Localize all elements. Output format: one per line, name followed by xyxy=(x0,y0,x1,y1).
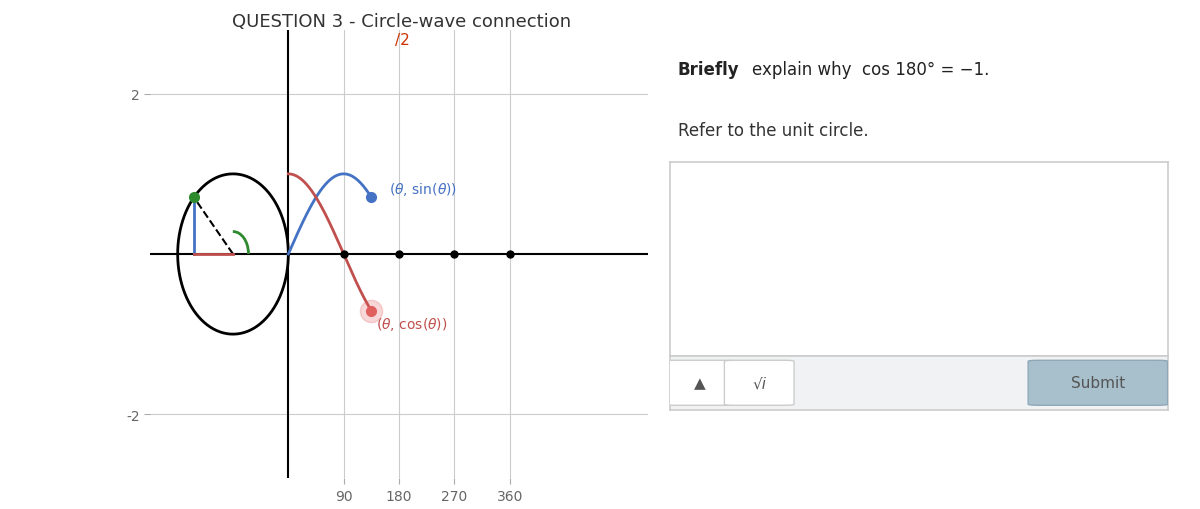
Text: ($\theta$, sin($\theta$)): ($\theta$, sin($\theta$)) xyxy=(389,181,457,198)
Text: ($\theta$, cos($\theta$)): ($\theta$, cos($\theta$)) xyxy=(377,316,448,333)
Text: Refer to the unit circle.: Refer to the unit circle. xyxy=(678,122,869,140)
Text: QUESTION 3 - Circle-wave connection: QUESTION 3 - Circle-wave connection xyxy=(233,13,571,31)
Text: Submit: Submit xyxy=(1070,376,1126,390)
Text: explain why  cos 180° = −1.: explain why cos 180° = −1. xyxy=(752,61,990,79)
FancyBboxPatch shape xyxy=(1028,360,1168,406)
FancyBboxPatch shape xyxy=(665,360,734,406)
Text: ▲: ▲ xyxy=(694,376,706,390)
Text: Briefly: Briefly xyxy=(678,61,739,79)
Text: √i: √i xyxy=(752,376,767,390)
Text: /2: /2 xyxy=(395,33,409,48)
FancyBboxPatch shape xyxy=(725,360,794,406)
